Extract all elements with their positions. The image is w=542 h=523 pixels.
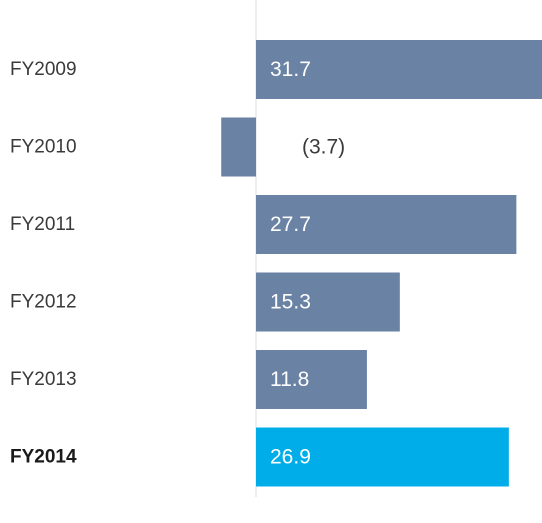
value-label-fy2013: 11.8 bbox=[270, 368, 309, 391]
bar-fy2011 bbox=[256, 195, 517, 254]
value-label-fy2014: 26.9 bbox=[270, 446, 311, 469]
bar-fy2013 bbox=[256, 350, 367, 409]
bar-fy2012 bbox=[256, 272, 400, 332]
category-label-fy2013: FY2013 bbox=[10, 369, 77, 390]
value-label-fy2009: 31.7 bbox=[270, 58, 311, 81]
bar-fy2014 bbox=[256, 427, 509, 487]
bar-fy2010 bbox=[221, 117, 256, 177]
value-label-fy2011: 27.7 bbox=[270, 213, 311, 236]
bar-fy2009 bbox=[256, 40, 542, 99]
category-label-fy2010: FY2010 bbox=[10, 137, 77, 158]
category-label-fy2011: FY2011 bbox=[10, 214, 75, 235]
value-label-fy2012: 15.3 bbox=[270, 291, 311, 314]
category-label-fy2012: FY2012 bbox=[10, 292, 77, 313]
category-label-fy2009: FY2009 bbox=[10, 59, 77, 80]
category-label-fy2014: FY2014 bbox=[10, 447, 77, 468]
value-label-fy2010: (3.7) bbox=[302, 136, 345, 159]
